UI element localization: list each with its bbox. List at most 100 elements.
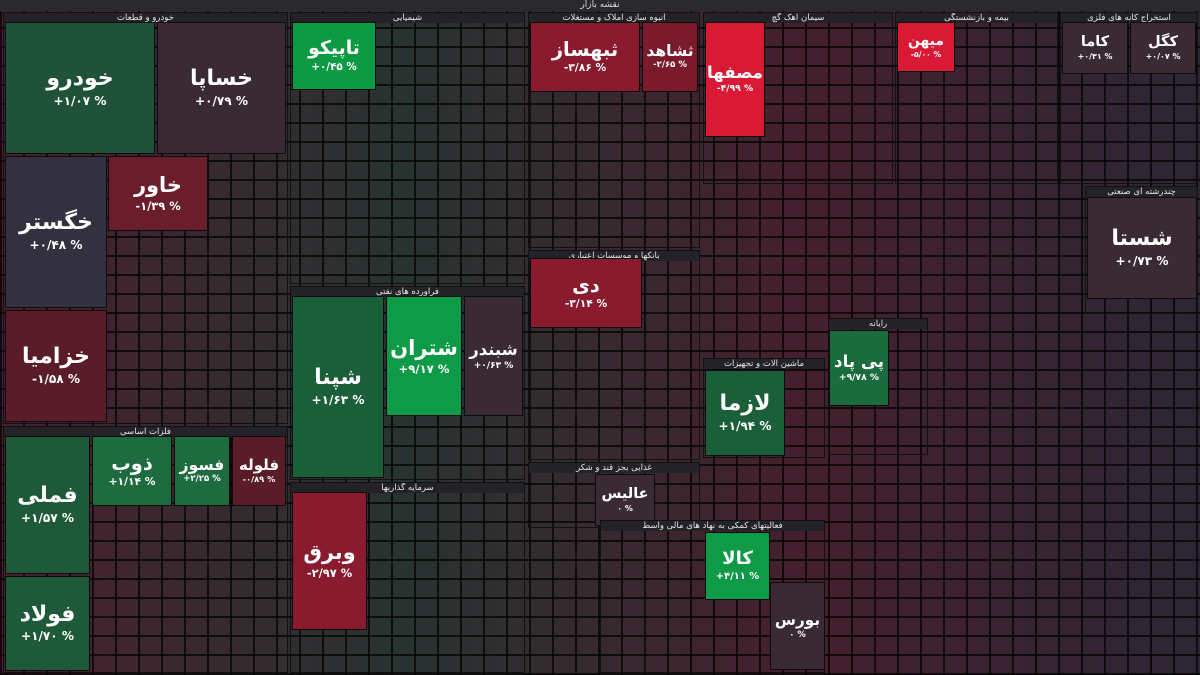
sector: ماشین آلات و تجهیزات [703, 358, 825, 458]
stock-tile[interactable]: فملی +۱/۵۷ % [5, 436, 90, 574]
sector-title: رایانه [829, 319, 927, 329]
stock-change: +۹/۷۸ % [838, 371, 880, 383]
stock-change: +۰/۷۹ % [194, 93, 249, 108]
stock-name: کالا [722, 548, 753, 570]
stock-tile[interactable]: تاپیکو +۰/۴۵ % [292, 22, 376, 90]
stock-tile[interactable]: خزامیا -۱/۵۸ % [5, 310, 107, 422]
stock-change: +۰/۶۳ % [473, 360, 514, 371]
stock-tile[interactable]: لازما +۱/۹۴ % [705, 370, 785, 456]
stock-change: +۲/۲۵ % [183, 474, 221, 485]
stock-tile[interactable]: خودرو +۱/۰۷ % [5, 22, 155, 154]
stock-tile[interactable]: فلوله -۰/۸۹ % [232, 436, 286, 506]
stock-tile[interactable]: خاور -۱/۳۹ % [108, 156, 208, 231]
stock-tile[interactable]: عالیس ۰ % [595, 474, 655, 526]
stock-change: +۰/۳۱ % [1077, 52, 1113, 62]
stock-change: +۰/۴۸ % [29, 237, 83, 252]
stock-tile[interactable]: وبرق -۲/۹۷ % [292, 492, 367, 630]
stock-tile[interactable]: دی -۳/۱۴ % [530, 258, 642, 328]
stock-name: فولاد [19, 601, 76, 627]
stock-tile[interactable]: فسوز +۲/۲۵ % [174, 436, 230, 506]
sector-title: چندرشته ای صنعتی [1086, 187, 1197, 197]
stock-tile[interactable]: فولاد +۱/۷۰ % [5, 576, 90, 671]
stock-change: +۰/۴۵ % [311, 61, 357, 74]
stock-change: -۰/۸۹ % [242, 474, 276, 485]
stock-name: شتران [390, 335, 458, 361]
stock-change: +۰/۰۷ % [1145, 52, 1181, 62]
stock-tile[interactable]: ثشاهد -۲/۶۵ % [642, 22, 698, 92]
sector: چندرشته ای صنعتی [1085, 186, 1198, 314]
stock-change: +۰/۷۳ % [1115, 253, 1169, 268]
stock-name: کاما [1080, 33, 1110, 50]
sector-title: شیمیایی [291, 13, 524, 23]
sector: فلزات اساسی [3, 426, 288, 673]
stock-tile[interactable]: مصفها -۴/۹۹ % [705, 22, 765, 137]
sector: انبوه سازی املاک و مستغلات [528, 12, 700, 248]
stock-name: کگل [1148, 33, 1178, 50]
stock-change: -۲/۶۵ % [653, 60, 687, 71]
stock-tile[interactable]: پی پاد +۹/۷۸ % [829, 330, 889, 406]
stock-change: ۰ % [789, 629, 806, 640]
stock-name: شپنا [314, 365, 362, 391]
sector-title: سرمایه گذاریها [291, 483, 524, 493]
sector: بانکها و موسسات اعتباری [528, 250, 700, 460]
stock-tile[interactable]: کاما +۰/۳۱ % [1062, 22, 1128, 74]
stock-change: +۱/۹۴ % [718, 418, 772, 433]
stock-name: فملی [17, 483, 78, 509]
stock-name: خزامیا [22, 344, 90, 370]
sector: سیمان آهک گچ [703, 12, 893, 184]
stock-tile[interactable]: خساپا +۰/۷۹ % [157, 22, 286, 154]
stock-name: عالیس [601, 485, 649, 502]
stock-name: میهن [908, 33, 944, 50]
stock-change: +۱/۷۰ % [20, 629, 75, 644]
sector: فرآورده های نفتی [290, 286, 525, 480]
sector: سرمایه گذاریها [290, 482, 525, 673]
stock-change: +۴/۱۱ % [715, 570, 760, 582]
stock-change: -۳/۸۶ % [563, 61, 607, 75]
stock-change: -۴/۹۹ % [716, 83, 754, 95]
stock-name: خگستر [19, 210, 93, 236]
stock-tile[interactable]: شپنا +۱/۶۳ % [292, 296, 384, 478]
stock-change: ۰ % [617, 504, 633, 514]
stock-tile[interactable]: میهن -۵/۰۰ % [897, 22, 955, 72]
stock-name: فسوز [179, 455, 225, 474]
sector-title: خودرو و قطعات [4, 13, 287, 23]
stock-tile[interactable]: ذوب +۱/۱۴ % [92, 436, 172, 506]
sector-title: بانکها و موسسات اعتباری [529, 251, 699, 261]
stock-change: -۲/۹۷ % [306, 566, 353, 581]
sector-title: بیمه و بازنشستگی [896, 13, 1057, 23]
stock-name: بورس [774, 610, 821, 629]
stock-name: وبرق [303, 540, 356, 565]
stock-change: +۹/۱۷ % [398, 361, 450, 376]
stock-name: خودرو [46, 66, 114, 92]
stock-name: شستا [1111, 226, 1173, 252]
stock-name: شبندر [469, 339, 518, 359]
sector-title: غذایی بجز قند و شکر [529, 463, 699, 473]
stock-name: ذوب [111, 451, 153, 475]
stock-change: +۱/۰۷ % [53, 93, 107, 108]
stock-tile[interactable]: شستا +۰/۷۳ % [1087, 197, 1197, 299]
sector-title: انبوه سازی املاک و مستغلات [529, 13, 699, 23]
sector: شیمیایی [290, 12, 525, 284]
stock-name: لازما [719, 391, 771, 417]
stock-change: -۱/۳۹ % [135, 198, 181, 213]
stock-name: دی [572, 273, 600, 297]
stock-tile[interactable]: کگل +۰/۰۷ % [1130, 22, 1196, 74]
map-title: نقشه بازار [0, 0, 1200, 11]
stock-change: -۵/۰۰ % [910, 49, 942, 59]
stock-tile[interactable]: شبندر +۰/۶۳ % [464, 296, 523, 416]
sector-title: سیمان آهک گچ [704, 13, 892, 23]
stock-change: +۱/۶۳ % [311, 392, 365, 407]
stock-tile[interactable]: شتران +۹/۱۷ % [386, 296, 462, 416]
stock-tile[interactable]: ثبهساز -۳/۸۶ % [530, 22, 640, 92]
sector: استخراج کانه های فلزی [1060, 12, 1198, 184]
stock-change: -۱/۵۸ % [32, 371, 80, 386]
stock-tile[interactable]: کالا +۴/۱۱ % [705, 532, 770, 600]
stock-tile[interactable]: بورس ۰ % [770, 582, 825, 670]
sector: خودرو و قطعات [3, 12, 288, 424]
sector-title: استخراج کانه های فلزی [1061, 13, 1197, 23]
stock-change: +۱/۵۷ % [20, 510, 75, 525]
stock-name: خاور [134, 172, 182, 197]
sector-title: ماشین آلات و تجهیزات [704, 359, 824, 369]
stock-tile[interactable]: خگستر +۰/۴۸ % [5, 156, 107, 308]
